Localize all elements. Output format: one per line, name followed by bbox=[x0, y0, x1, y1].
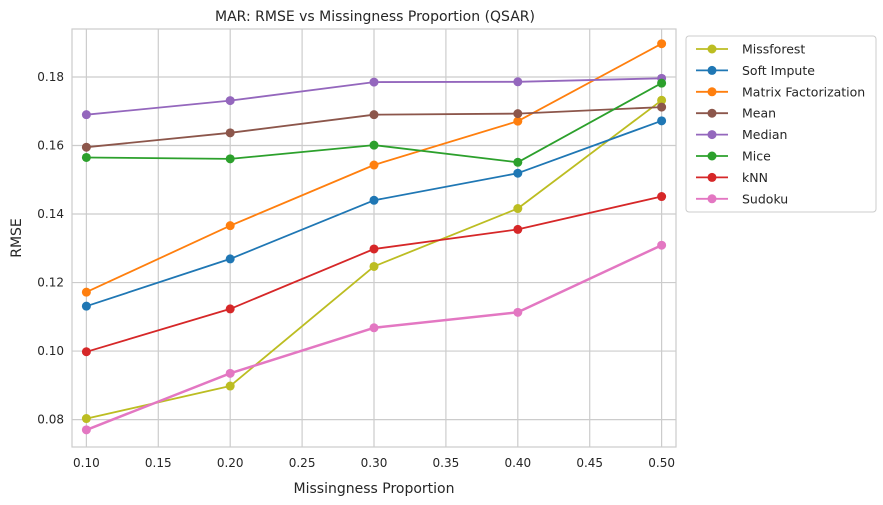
x-tick-label: 0.30 bbox=[361, 456, 388, 470]
data-point-mean bbox=[81, 142, 91, 152]
data-point-knn bbox=[369, 244, 379, 254]
y-tick-label: 0.16 bbox=[37, 138, 64, 152]
legend-marker bbox=[707, 87, 717, 97]
data-point-knn bbox=[513, 224, 523, 234]
legend-label: Mice bbox=[742, 149, 771, 164]
legend-label: Matrix Factorization bbox=[742, 84, 865, 99]
series-sudoku bbox=[81, 240, 667, 435]
data-point-mean bbox=[225, 128, 235, 138]
series-layer bbox=[81, 39, 667, 435]
data-point-knn bbox=[81, 347, 91, 357]
grid-lines bbox=[72, 29, 676, 447]
legend-label: Soft Impute bbox=[742, 63, 815, 78]
data-point-mice bbox=[369, 140, 379, 150]
x-tick-label: 0.50 bbox=[648, 456, 675, 470]
data-point-knn bbox=[225, 304, 235, 314]
data-point-matrix-factorization bbox=[513, 116, 523, 126]
chart-title: MAR: RMSE vs Missingness Proportion (QSA… bbox=[215, 9, 535, 25]
legend: Missforest Soft Impute Matrix Factorizatio… bbox=[685, 35, 877, 213]
series-soft-impute bbox=[81, 116, 667, 311]
legend-entry-knn: kNN bbox=[696, 170, 768, 185]
data-point-matrix-factorization bbox=[657, 39, 667, 49]
data-point-missforest bbox=[657, 95, 667, 105]
y-axis-label: RMSE bbox=[9, 218, 25, 258]
series-mice bbox=[81, 78, 667, 167]
data-point-missforest bbox=[369, 261, 379, 271]
data-point-median bbox=[81, 110, 91, 120]
series-knn bbox=[81, 192, 667, 357]
data-point-sudoku bbox=[81, 425, 91, 435]
data-point-missforest bbox=[513, 204, 523, 214]
y-tick-label: 0.10 bbox=[37, 344, 64, 358]
data-point-median bbox=[513, 77, 523, 87]
legend-marker bbox=[707, 194, 717, 204]
data-point-mean bbox=[513, 109, 523, 119]
data-point-matrix-factorization bbox=[369, 160, 379, 170]
data-point-soft-impute bbox=[369, 195, 379, 205]
legend-label: kNN bbox=[742, 170, 768, 185]
data-point-sudoku bbox=[657, 240, 667, 250]
x-axis-label: Missingness Proportion bbox=[294, 481, 455, 497]
series-median bbox=[81, 73, 667, 120]
x-tick-label: 0.10 bbox=[73, 456, 100, 470]
x-tick-label: 0.35 bbox=[433, 456, 460, 470]
series-mean bbox=[81, 102, 667, 152]
legend-marker bbox=[707, 65, 717, 75]
legend-marker bbox=[707, 172, 717, 182]
data-point-median bbox=[369, 77, 379, 87]
x-tick-label: 0.40 bbox=[504, 456, 531, 470]
legend-entry-median: Median bbox=[696, 127, 787, 142]
x-axis-ticks: 0.10 0.15 0.20 0.25 0.30 0.35 0.40 0.45 0.50 bbox=[73, 456, 675, 470]
legend-entry-sudoku: Sudoku bbox=[696, 191, 788, 206]
legend-label: Median bbox=[742, 127, 787, 142]
legend-marker bbox=[707, 130, 717, 140]
legend-label: Sudoku bbox=[742, 191, 788, 206]
data-point-soft-impute bbox=[513, 168, 523, 178]
data-point-missforest bbox=[81, 414, 91, 424]
data-point-matrix-factorization bbox=[81, 287, 91, 297]
data-point-soft-impute bbox=[657, 116, 667, 126]
data-point-sudoku bbox=[225, 368, 235, 378]
legend-label: Mean bbox=[742, 106, 776, 121]
data-point-median bbox=[225, 96, 235, 106]
legend-entry-matrix-factorization: Matrix Factorization bbox=[696, 84, 865, 99]
data-point-soft-impute bbox=[81, 301, 91, 311]
legend-marker bbox=[707, 108, 717, 118]
legend-marker bbox=[707, 151, 717, 161]
x-tick-label: 0.25 bbox=[289, 456, 316, 470]
x-tick-label: 0.15 bbox=[145, 456, 172, 470]
y-tick-label: 0.14 bbox=[37, 207, 64, 221]
legend-marker bbox=[707, 44, 717, 54]
data-point-matrix-factorization bbox=[225, 221, 235, 231]
data-point-mice bbox=[225, 154, 235, 164]
legend-entry-missforest: Missforest bbox=[696, 42, 805, 57]
legend-entry-soft-impute: Soft Impute bbox=[696, 63, 815, 78]
series-missforest bbox=[81, 95, 667, 424]
data-point-mice bbox=[657, 78, 667, 88]
data-point-sudoku bbox=[369, 323, 379, 333]
x-tick-label: 0.20 bbox=[217, 456, 244, 470]
data-point-missforest bbox=[225, 381, 235, 391]
plot-frame bbox=[71, 28, 677, 448]
legend-entry-mean: Mean bbox=[696, 106, 776, 121]
data-point-sudoku bbox=[513, 307, 523, 317]
data-point-mice bbox=[81, 152, 91, 162]
y-tick-label: 0.12 bbox=[37, 276, 64, 290]
data-point-mean bbox=[657, 102, 667, 112]
legend-entry-mice: Mice bbox=[696, 149, 771, 164]
legend-label: Missforest bbox=[742, 42, 805, 57]
y-tick-label: 0.08 bbox=[37, 413, 64, 427]
data-point-mice bbox=[513, 157, 523, 167]
y-tick-label: 0.18 bbox=[37, 70, 64, 84]
x-tick-label: 0.45 bbox=[576, 456, 603, 470]
data-point-mean bbox=[369, 110, 379, 120]
data-point-knn bbox=[657, 192, 667, 202]
series-matrix-factorization bbox=[81, 39, 667, 297]
legend-box bbox=[685, 35, 877, 213]
data-point-soft-impute bbox=[225, 254, 235, 264]
y-axis-ticks: 0.08 0.10 0.12 0.14 0.16 0.18 bbox=[37, 70, 64, 427]
